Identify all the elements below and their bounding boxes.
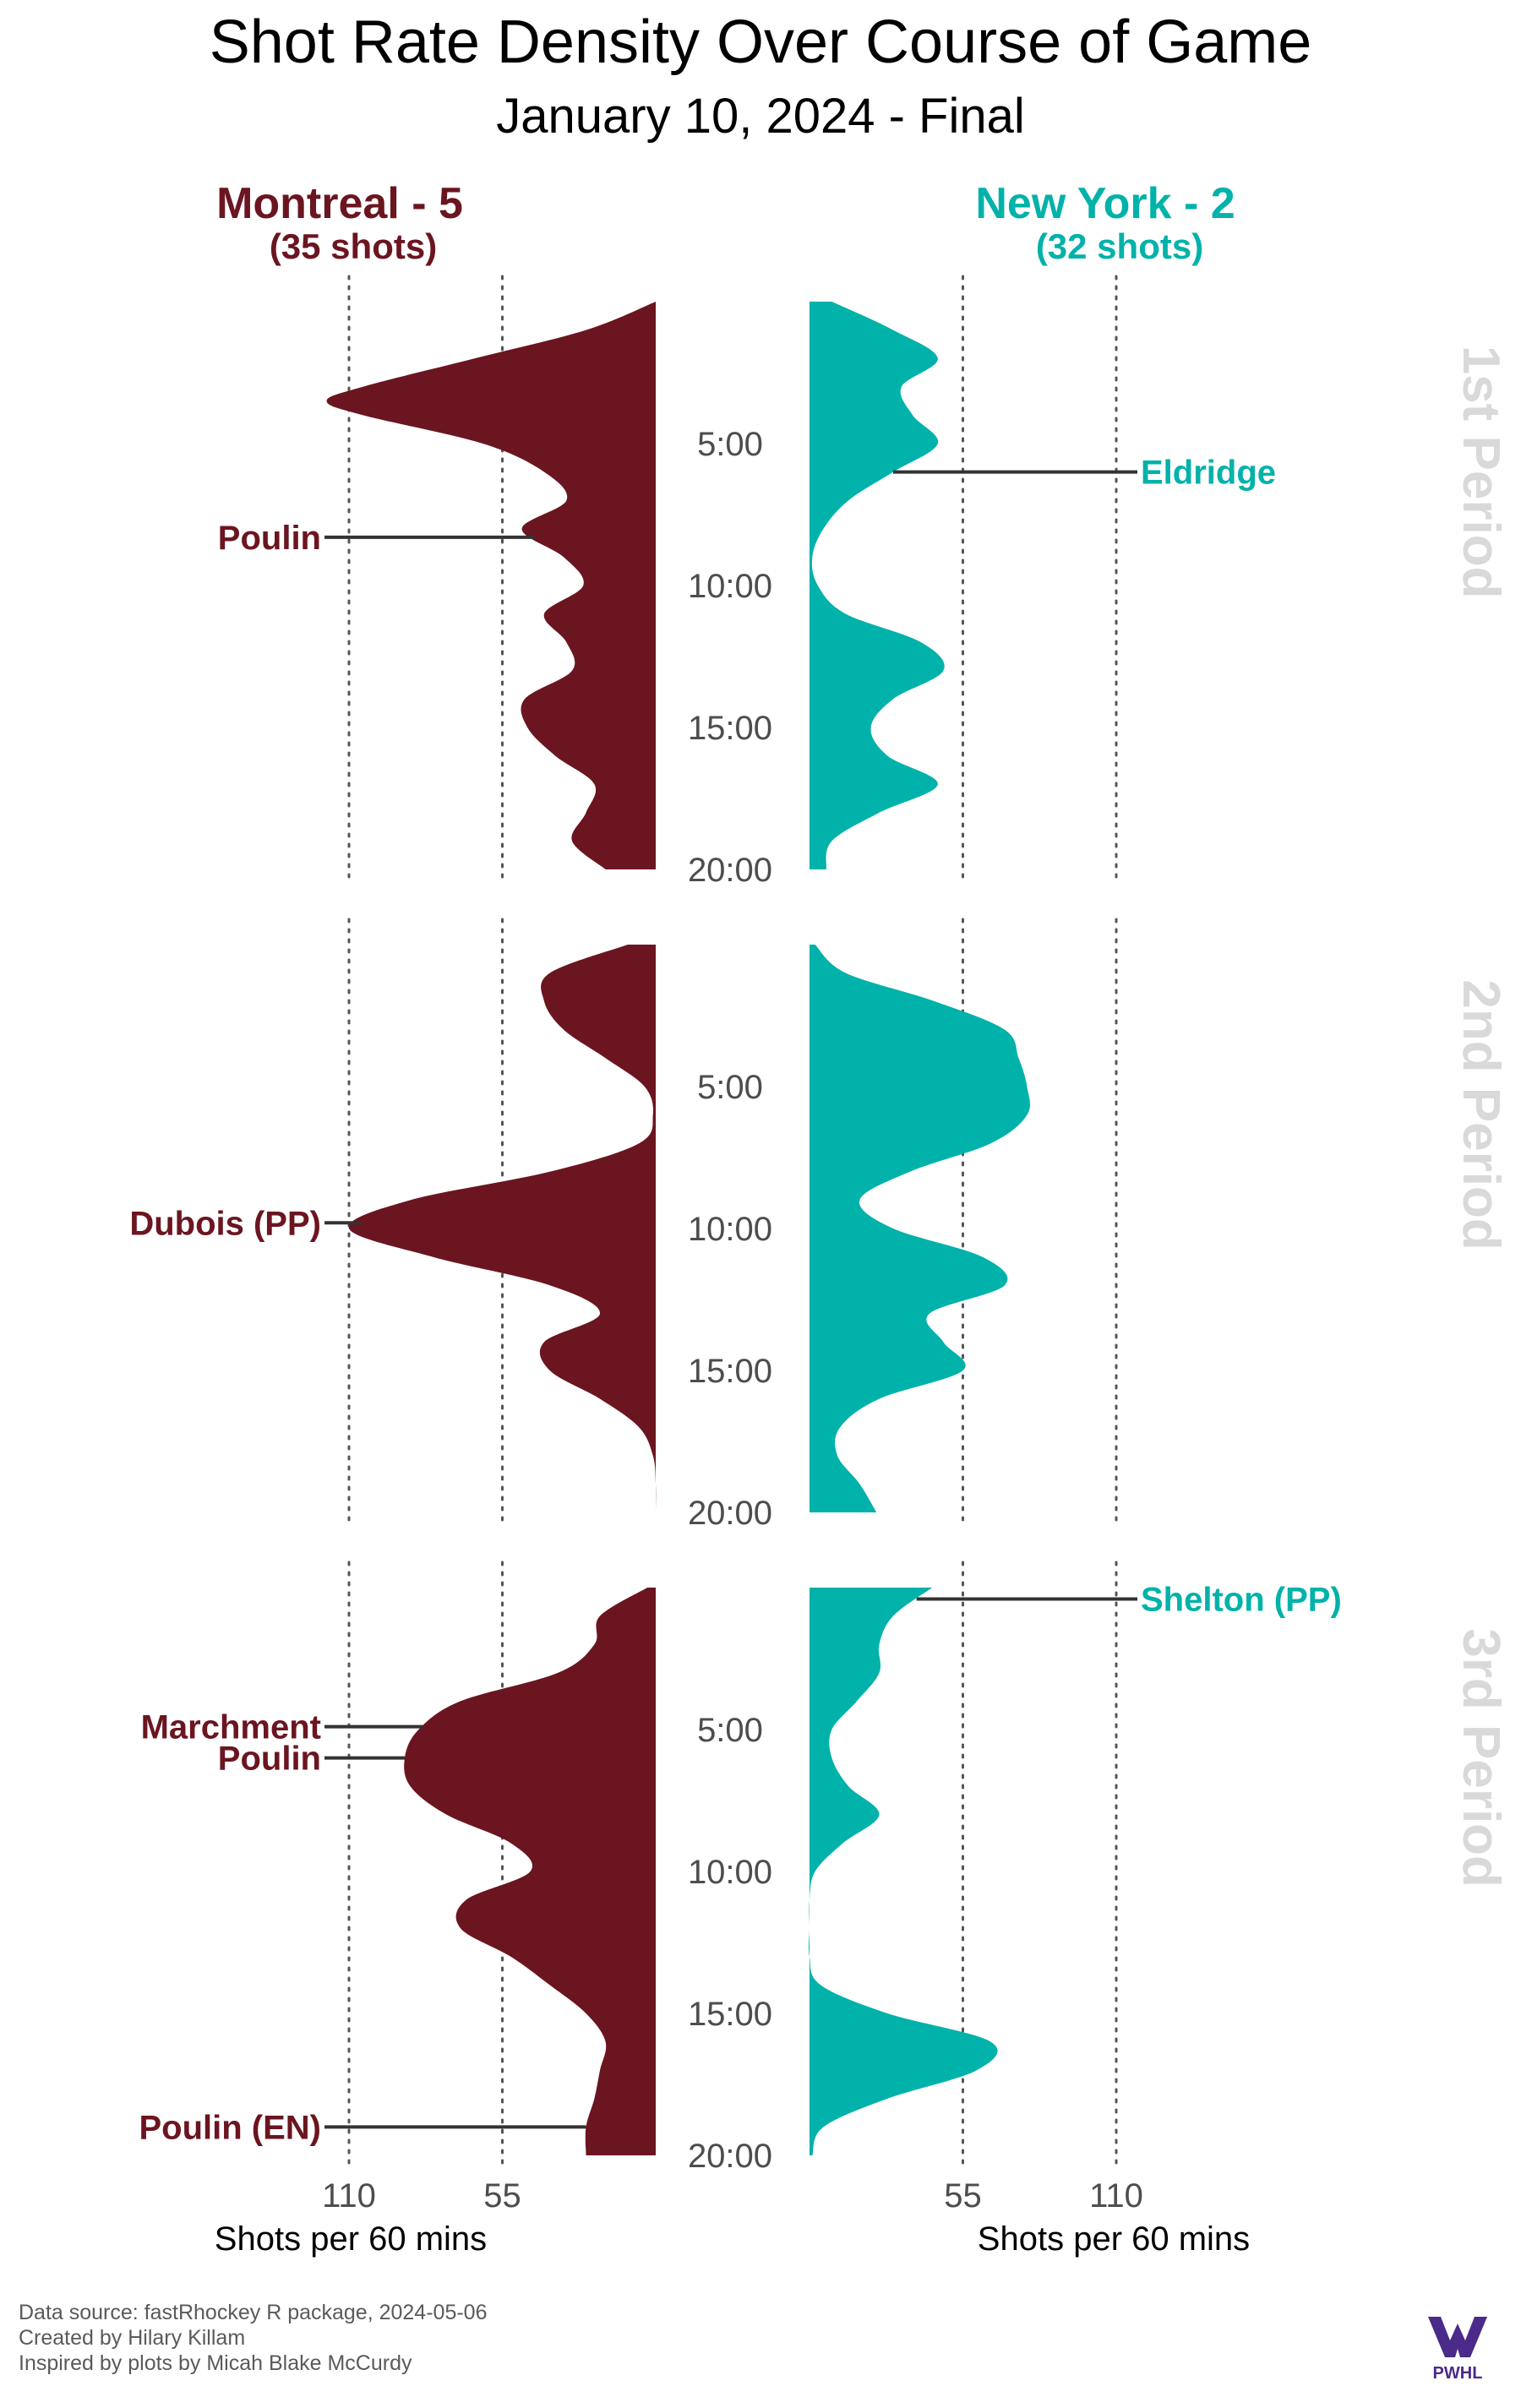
density-home-period-3 [404,1588,656,2155]
period-labels: 1st Period 2nd Period 3rd Period [1452,346,1510,1888]
time-tick-p3-2: 10:00 [688,1854,772,1891]
time-tick-p2-1: 5:00 [697,1069,763,1106]
time-tick-p3-1: 5:00 [697,1712,763,1749]
goal-label-5: Marchment [141,1709,321,1746]
time-tick-p2-3: 15:00 [688,1353,772,1390]
period-label-2: 2nd Period [1452,979,1510,1250]
time-tick-p1-4: 20:00 [688,852,772,889]
density-areas [326,302,1031,2155]
pwhl-logo: PWHL [1428,2317,1487,2383]
period-label-1: 1st Period [1452,346,1510,599]
goal-markers: Poulin Eldridge Dubois (PP) Shelton (PP) Mar… [129,455,1341,2147]
time-tick-p3-3: 15:00 [688,1996,772,2033]
time-tick-labels: 5:00 10:00 15:00 20:00 5:00 10:00 15:00 20:00 5:… [688,426,772,2175]
away-x-tick-1: 55 [944,2177,982,2215]
away-shots-label: (32 shots) [1036,226,1203,266]
home-x-tick-2: 55 [483,2177,521,2215]
goal-label-4: Shelton (PP) [1141,1581,1342,1618]
time-tick-p1-1: 5:00 [697,426,763,463]
density-away-period-1 [810,302,945,869]
goal-label-6: Poulin [218,1741,321,1778]
away-x-tick-2: 110 [1089,2177,1143,2215]
away-team-label: New York - 2 [975,179,1235,228]
home-team-label: Montreal - 5 [216,179,463,228]
time-tick-p1-3: 15:00 [688,710,772,747]
home-shots-label: (35 shots) [270,226,437,266]
density-away-period-2 [810,945,1031,1512]
time-tick-p2-2: 10:00 [688,1211,772,1248]
time-tick-p2-4: 20:00 [688,1495,772,1532]
goal-label-3: Dubois (PP) [129,1205,321,1242]
period-label-3: 3rd Period [1452,1628,1510,1888]
density-home-period-2 [348,945,657,1512]
pwhl-logo-text: PWHL [1433,2364,1483,2383]
footer-inspiration: Inspired by plots by Micah Blake McCurdy [19,2351,412,2375]
home-x-axis-title: Shots per 60 mins [215,2220,487,2258]
time-tick-p3-4: 20:00 [688,2138,772,2175]
home-x-tick-1: 110 [322,2177,376,2215]
goal-label-2: Eldridge [1141,455,1276,492]
time-tick-p1-2: 10:00 [688,568,772,605]
density-away-period-3 [809,1588,998,2155]
density-home-period-1 [326,302,656,869]
chart-subtitle: January 10, 2024 - Final [496,89,1024,144]
chart-title: Shot Rate Density Over Course of Game [210,8,1312,76]
away-x-axis-title: Shots per 60 mins [978,2220,1250,2258]
goal-label-1: Poulin [218,520,321,557]
footer-credit: Created by Hilary Killam [19,2326,245,2350]
goal-label-7: Poulin (EN) [139,2109,321,2146]
pwhl-logo-mark [1428,2317,1487,2357]
x-axis: 110 55 55 110 Shots per 60 mins Shots per 60 … [215,2177,1250,2258]
footer-source: Data source: fastRhockey R package, 2024… [19,2301,487,2324]
